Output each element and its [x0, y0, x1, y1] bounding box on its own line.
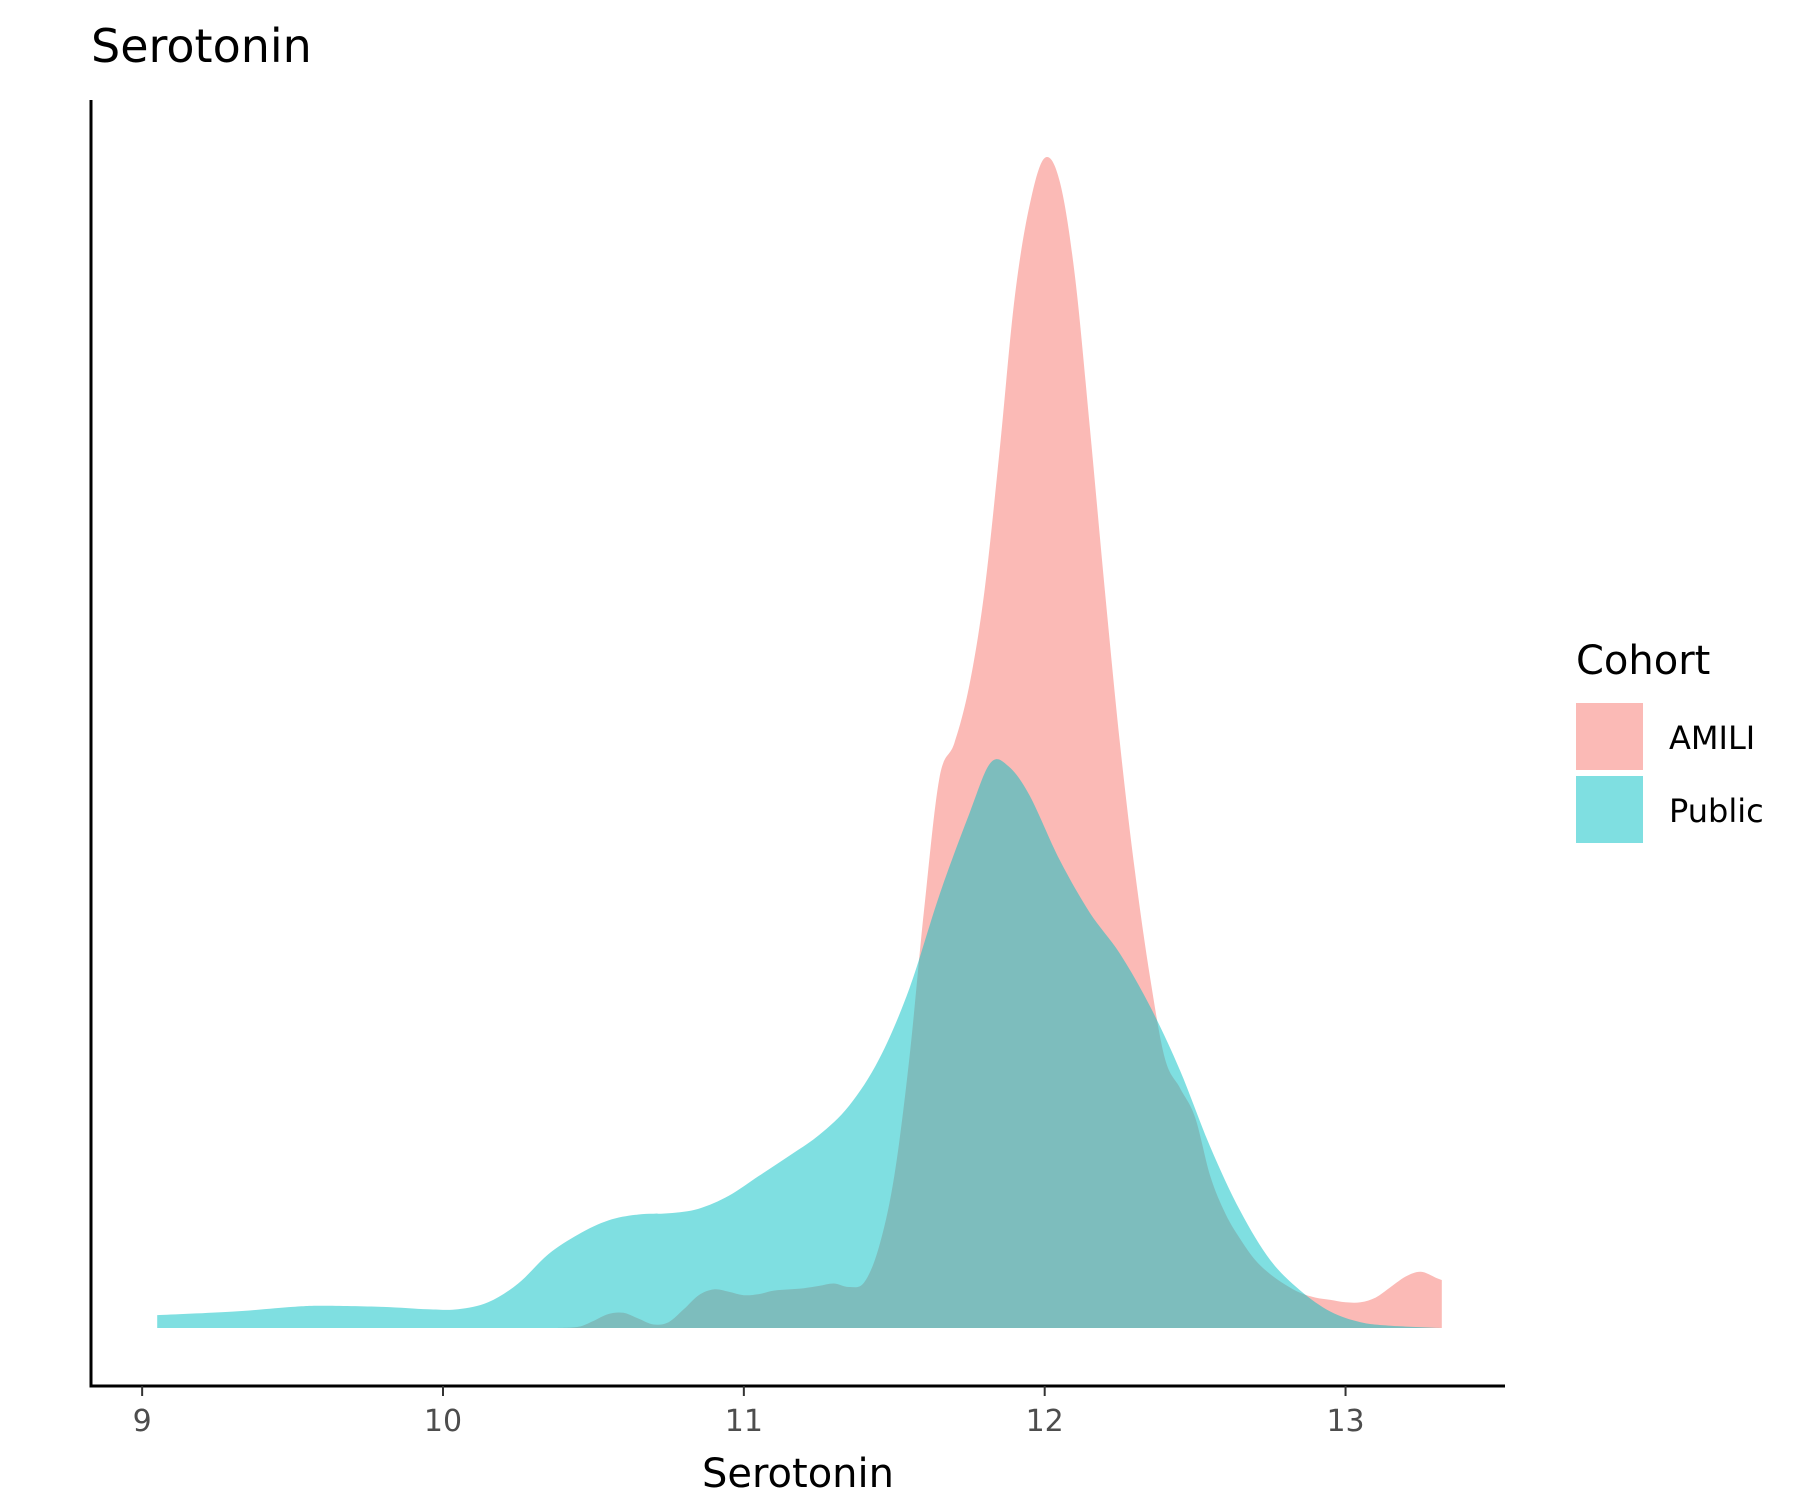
density-area-public [157, 759, 1442, 1328]
legend-title: Cohort [1576, 638, 1710, 684]
x-tick-label: 11 [725, 1404, 763, 1439]
legend-key-amili [1576, 703, 1643, 770]
x-tick-label: 12 [1026, 1404, 1064, 1439]
legend: Cohort AMILI Public [1576, 638, 1764, 843]
x-tick-label: 9 [133, 1404, 152, 1439]
legend-key-public [1576, 776, 1643, 843]
density-series-layer [157, 157, 1442, 1328]
x-axis-label: Serotonin [702, 1451, 894, 1497]
legend-label-amili: AMILI [1669, 719, 1755, 757]
density-area-amili [557, 157, 1442, 1328]
x-axis-ticks: 9 10 11 12 13 [133, 1386, 1365, 1439]
legend-label-public: Public [1669, 792, 1764, 830]
x-tick-label: 10 [424, 1404, 462, 1439]
chart-title: Serotonin [91, 19, 312, 73]
legend-items: AMILI Public [1576, 703, 1764, 843]
x-tick-label: 13 [1326, 1404, 1364, 1439]
